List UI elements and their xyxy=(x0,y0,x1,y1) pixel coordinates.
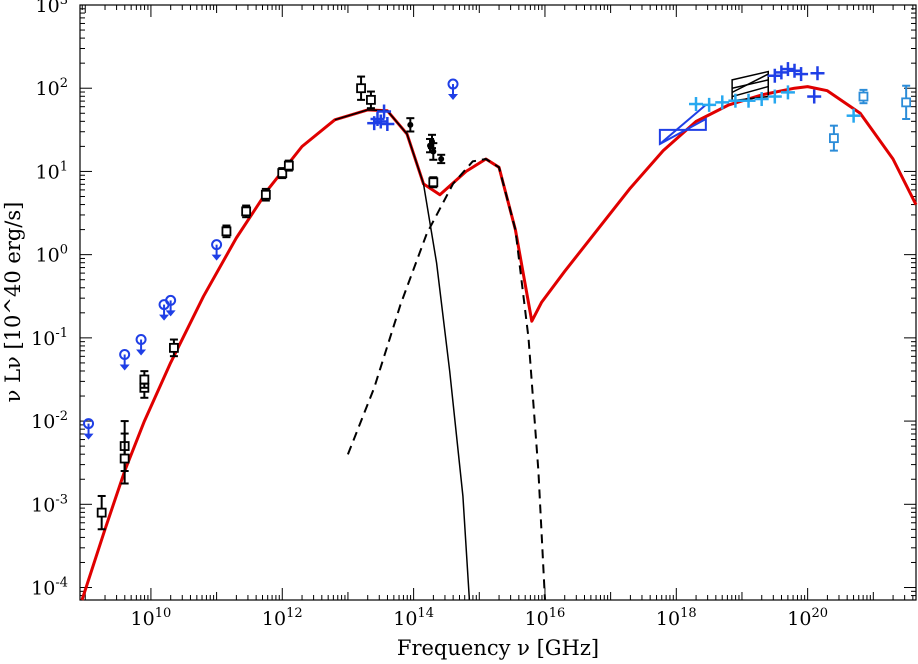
upper-limit-arrow xyxy=(136,349,147,356)
x-tick-label: 1014 xyxy=(393,606,434,630)
black-square-point xyxy=(241,206,252,217)
black-square-point xyxy=(356,83,366,94)
y-tick-label: 10-2 xyxy=(31,409,68,433)
y-axis-title: ν Lν [10^40 erg/s] xyxy=(1,202,25,403)
xray-bowtie-blue-line xyxy=(659,104,707,145)
x-axis-title: Frequency ν [GHz] xyxy=(397,636,599,660)
plot-frame xyxy=(79,4,917,601)
model-curves xyxy=(80,70,918,601)
black-square-point xyxy=(221,226,232,237)
black-square-point xyxy=(260,189,271,200)
black-square-point xyxy=(169,342,179,353)
y-tick-label: 10-1 xyxy=(31,326,68,350)
black-square-point xyxy=(428,177,439,188)
y-tick-label: 10-4 xyxy=(31,576,68,600)
x-tick-label: 1010 xyxy=(131,606,172,630)
gamma-square-point xyxy=(858,91,869,102)
upper-limit-arrow xyxy=(159,314,170,321)
xray-bowtie-black-line xyxy=(731,79,769,89)
y-tick-label: 10-3 xyxy=(31,492,68,516)
ticks xyxy=(80,4,916,600)
curve-total-model xyxy=(80,85,918,601)
black-square-point xyxy=(119,453,130,464)
gamma-square-point xyxy=(901,97,912,108)
upper-limit-arrow xyxy=(448,94,459,101)
black-dot-point xyxy=(407,121,414,128)
black-square-point xyxy=(366,94,376,105)
black-dot-point xyxy=(430,148,437,155)
upper-limit-arrow xyxy=(211,254,222,261)
y-tick-label: 102 xyxy=(36,76,68,100)
y-tick-label: 101 xyxy=(36,159,68,183)
upper-limit-arrow xyxy=(83,433,94,440)
x-tick-label: 1012 xyxy=(262,606,303,630)
upper-limit-arrow xyxy=(119,364,130,371)
y-tick-label: 103 xyxy=(36,0,68,17)
black-square-point xyxy=(139,374,150,385)
upper-limit-arrow xyxy=(165,310,176,317)
black-square-point xyxy=(277,168,288,178)
curve-compton xyxy=(346,158,546,601)
xray-bowtie-black-line xyxy=(731,73,769,94)
black-square-point xyxy=(96,507,107,518)
gamma-square-point xyxy=(829,133,839,144)
x-tick-label: 1016 xyxy=(525,606,566,630)
xray-bowtie-blue xyxy=(658,117,707,146)
black-dot-point xyxy=(438,155,445,162)
x-tick-label: 1020 xyxy=(787,606,828,630)
black-square-point xyxy=(283,160,294,171)
x-tick-label: 1018 xyxy=(656,606,697,630)
curve-synchrotron xyxy=(334,109,471,601)
data-points xyxy=(83,62,912,531)
tick-labels: 1010 1012 1014 1016 1018 1020 103 102 101 100 10-1… xyxy=(31,0,828,630)
y-tick-label: 100 xyxy=(36,243,68,267)
xray-bowtie-black-line xyxy=(731,85,769,98)
